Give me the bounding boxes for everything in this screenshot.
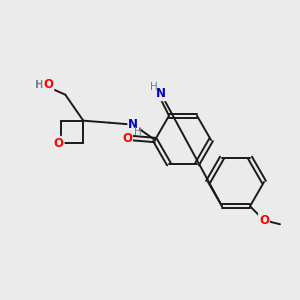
Text: O: O xyxy=(54,137,64,150)
Text: H: H xyxy=(150,82,158,92)
Text: O: O xyxy=(43,78,53,91)
Text: N: N xyxy=(128,118,138,131)
Text: H: H xyxy=(35,80,44,90)
Text: O: O xyxy=(122,131,132,145)
Text: N: N xyxy=(156,87,166,100)
Text: H: H xyxy=(134,127,142,137)
Text: O: O xyxy=(259,214,269,227)
